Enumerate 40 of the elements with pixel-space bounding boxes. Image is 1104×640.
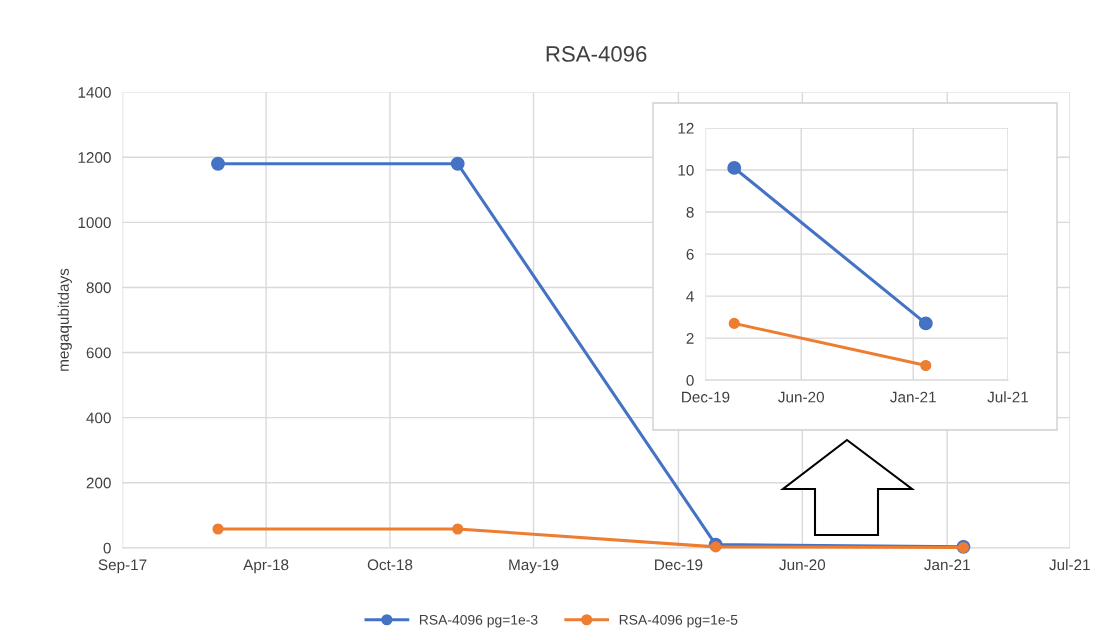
y-tick-label: 6 [686, 248, 694, 260]
point [727, 160, 742, 175]
x-tick-label: Apr-18 [243, 559, 289, 574]
chart-title: RSA-4096 [546, 46, 647, 62]
point [450, 156, 465, 171]
y-tick-label: 800 [86, 282, 111, 294]
y-tick-label: 400 [86, 412, 111, 424]
point [728, 317, 740, 329]
y-tick-label: 12 [678, 122, 694, 134]
point [212, 523, 224, 535]
x-tick-label: May-19 [509, 559, 559, 574]
x-tick-label: Sep-17 [98, 559, 147, 574]
x-tick-label: Jun-20 [779, 559, 826, 571]
point [211, 156, 225, 171]
x-tick-label: Jan-21 [924, 559, 970, 571]
x-tick-label: Dec-19 [682, 391, 730, 403]
y-tick-label: 600 [86, 347, 111, 359]
y-tick-label: 0 [103, 542, 111, 554]
legend-label: RSA-4096 pg=1e-5 [619, 614, 738, 628]
x-tick-label: Jan-21 [890, 391, 936, 403]
x-tick-label: Oct-18 [367, 559, 413, 571]
point [452, 523, 464, 535]
y-tick-label: 8 [686, 206, 694, 218]
x-tick-label: Dec-19 [655, 559, 703, 571]
legend-label: RSA-4096 pg=1e-3 [419, 614, 538, 628]
y-tick-label: 1000 [78, 217, 111, 229]
point [918, 316, 933, 331]
y-tick-label: 10 [678, 164, 694, 176]
x-tick-label: Jul-21 [987, 391, 1029, 403]
y-tick-label: 4 [686, 291, 694, 302]
point [920, 359, 932, 372]
x-tick-label: Jul-21 [1049, 558, 1090, 571]
y-axis-title: megaqubitdays [57, 268, 72, 371]
y-tick-label: 0 [686, 375, 694, 386]
y-tick-label: 1200 [78, 152, 111, 163]
y-tick-label: 1400 [78, 87, 111, 98]
point [710, 541, 722, 553]
x-tick-label: Jun-20 [778, 391, 824, 403]
y-tick-label: 200 [86, 477, 111, 489]
y-tick-label: 2 [686, 333, 694, 344]
